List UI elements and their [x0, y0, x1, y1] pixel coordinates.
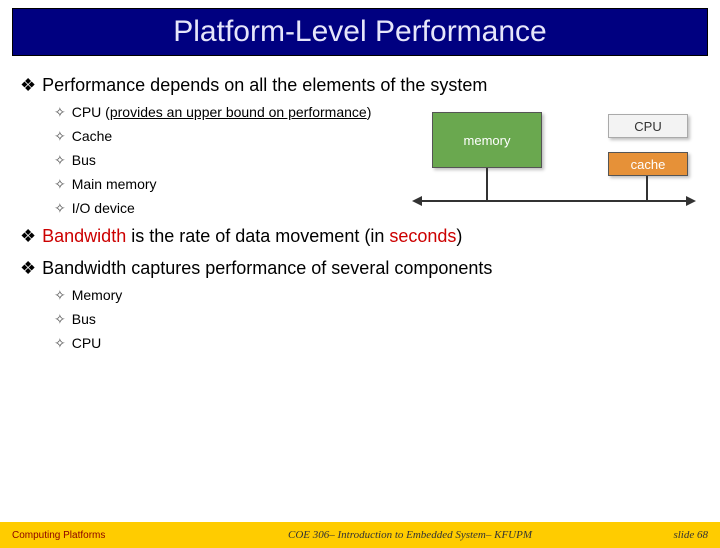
footer-right: slide 68: [628, 529, 708, 541]
footer-center: COE 306– Introduction to Embedded System…: [192, 529, 628, 541]
bullet-3-3: ✧ CPU: [54, 335, 700, 352]
plus-icon: ✧: [54, 335, 66, 351]
cpu-label: CPU: [634, 119, 661, 134]
plus-icon: ✧: [54, 287, 66, 303]
b1-1-b: provides an upper bound on performance: [110, 104, 367, 120]
plus-icon: ✧: [54, 152, 66, 168]
b2-b: is the rate of data movement (in: [126, 226, 389, 246]
plus-icon: ✧: [54, 128, 66, 144]
b1-5-text: I/O device: [72, 200, 135, 216]
memory-box: memory: [432, 112, 542, 168]
bus-line: [414, 200, 694, 202]
slide-title: Platform-Level Performance: [173, 15, 546, 48]
cache-label: cache: [631, 157, 666, 172]
footer: Computing Platforms COE 306– Introductio…: [0, 522, 720, 548]
b2-d: ): [456, 226, 462, 246]
cpu-box: CPU: [608, 114, 688, 138]
plus-icon: ✧: [54, 200, 66, 216]
memory-stub: [486, 168, 488, 200]
plus-icon: ✧: [54, 104, 66, 120]
plus-icon: ✧: [54, 176, 66, 192]
b3-3-text: CPU: [72, 335, 102, 351]
bullet-3: ❖ Bandwidth captures performance of sever…: [20, 257, 700, 280]
b1-4-text: Main memory: [72, 176, 157, 192]
bullet-2: ❖ Bandwidth is the rate of data movement …: [20, 225, 700, 248]
b1-1-c: ): [367, 104, 372, 120]
plus-icon: ✧: [54, 311, 66, 327]
b2-a: Bandwidth: [42, 226, 126, 246]
diamond-icon: ❖: [20, 258, 36, 278]
bus-diagram: memory CPU cache: [414, 112, 694, 222]
diamond-icon: ❖: [20, 226, 36, 246]
diamond-icon: ❖: [20, 75, 36, 95]
b3-text: Bandwidth captures performance of severa…: [42, 258, 492, 278]
b1-3-text: Bus: [72, 152, 96, 168]
bullet-3-1: ✧ Memory: [54, 287, 700, 304]
title-bar: Platform-Level Performance: [12, 8, 708, 56]
bullet-3-2: ✧ Bus: [54, 311, 700, 328]
b3-1-text: Memory: [72, 287, 123, 303]
bullet-1-text: Performance depends on all the elements …: [42, 75, 487, 95]
b1-1-a: CPU (: [72, 104, 110, 120]
memory-label: memory: [464, 133, 511, 148]
cache-box: cache: [608, 152, 688, 176]
content-area: ❖ Performance depends on all the elements…: [0, 56, 720, 352]
b3-2-text: Bus: [72, 311, 96, 327]
b1-2-text: Cache: [72, 128, 112, 144]
bullet-1: ❖ Performance depends on all the elements…: [20, 74, 700, 97]
footer-left: Computing Platforms: [12, 530, 192, 541]
b2-c: seconds: [389, 226, 456, 246]
cache-stub: [646, 176, 648, 200]
